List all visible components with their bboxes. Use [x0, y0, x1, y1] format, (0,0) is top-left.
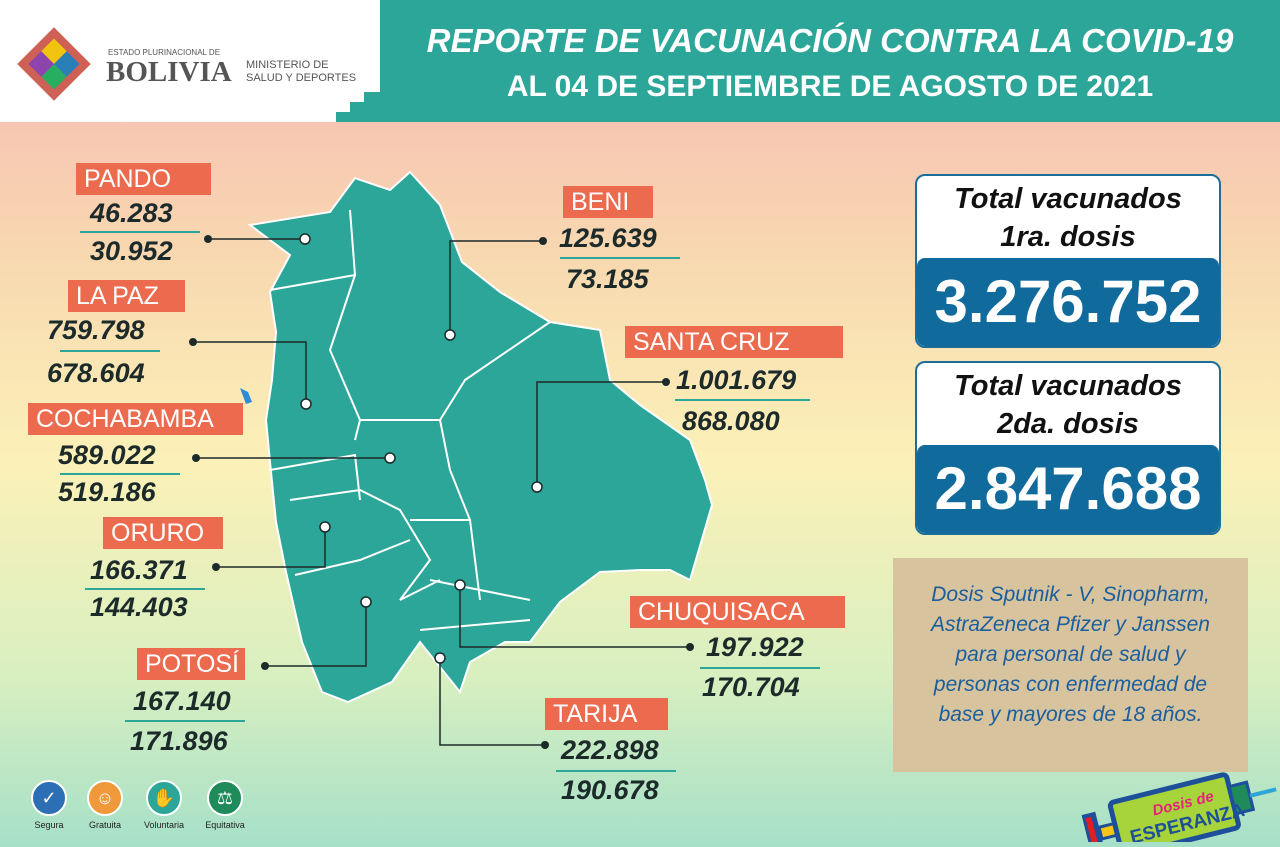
bolivia-emblem-logo: [17, 27, 91, 101]
total-first-sublabel: 1ra. dosis: [1000, 221, 1136, 253]
badge-label: Equitativa: [205, 820, 245, 830]
dept-label-oruro: ORURO: [103, 517, 223, 549]
total-second-value: 2.847.688: [917, 445, 1219, 533]
chuquisaca-dose2: 170.704: [702, 672, 800, 702]
la-paz-dose2: 678.604: [47, 358, 145, 388]
cochabamba-dose2: 519.186: [58, 477, 156, 507]
la-paz-dose1: 759.798: [47, 315, 145, 345]
divider: [60, 473, 180, 475]
divider: [675, 399, 810, 401]
total-first-value: 3.276.752: [917, 258, 1219, 346]
note-line: para personal de salud y: [955, 643, 1186, 666]
department-markers: [299, 233, 543, 664]
leader-endpoints: [189, 235, 694, 749]
ministry-line1: MINISTERIO DE: [246, 59, 329, 71]
dept-label-tarija: TARIJA: [545, 698, 668, 730]
potosi-dose2: 171.896: [130, 726, 228, 756]
dept-label-cochabamba: COCHABAMBA: [28, 403, 243, 435]
header-band: [380, 0, 1280, 122]
santa-cruz-dose1: 1.001.679: [676, 365, 797, 395]
badge-label: Voluntaria: [143, 820, 185, 830]
department-borders: [269, 209, 551, 631]
divider: [556, 770, 676, 772]
oruro-dose1: 166.371: [90, 555, 188, 585]
total-second-dose-card: Total vacunados 2da. dosis 2.847.688: [915, 361, 1221, 535]
total-first-label: Total vacunados: [954, 183, 1182, 215]
cochabamba-dose1: 589.022: [58, 440, 156, 470]
vaccine-note: Dosis Sputnik - V, Sinopharm, AstraZenec…: [893, 558, 1248, 772]
logo-small-text: ESTADO PLURINACIONAL DE: [108, 48, 221, 57]
beni-dose1: 125.639: [559, 223, 657, 253]
dept-label-santa-cruz: SANTA CRUZ: [625, 326, 843, 358]
lake-titicaca: [240, 388, 252, 404]
tarija-dose2: 190.678: [561, 775, 659, 805]
dept-label-la-paz: LA PAZ: [68, 280, 185, 312]
page-title: REPORTE DE VACUNACIÓN CONTRA LA COVID-19: [426, 22, 1234, 59]
divider: [700, 667, 820, 669]
ministry-name: MINISTERIO DE SALUD Y DEPORTES: [246, 59, 356, 85]
dept-label-beni: BENI: [563, 186, 653, 218]
santa-cruz-dose2: 868.080: [682, 406, 780, 436]
smiley-icon: ☺: [87, 780, 123, 816]
header-steps: [336, 84, 386, 122]
note-line: base y mayores de 18 años.: [938, 703, 1203, 726]
badge-label: Gratuita: [88, 820, 121, 830]
tarija-dose1: 222.898: [561, 735, 659, 765]
pando-dose2: 30.952: [90, 236, 173, 266]
potosi-dose1: 167.140: [133, 686, 231, 716]
badge-label: Segura: [34, 820, 64, 830]
divider: [125, 720, 245, 722]
ministry-line2: SALUD Y DEPORTES: [246, 72, 357, 84]
dept-label-chuquisaca: CHUQUISACA: [630, 596, 845, 628]
total-first-dose-card: Total vacunados 1ra. dosis 3.276.752: [915, 174, 1221, 348]
divider: [80, 231, 200, 233]
scales-icon: ⚖: [207, 780, 243, 816]
bolivia-outline: [247, 170, 714, 704]
page-subtitle: AL 04 DE SEPTIEMBRE DE AGOSTO DE 2021: [506, 70, 1154, 103]
chuquisaca-dose1: 197.922: [706, 632, 804, 662]
divider: [85, 588, 205, 590]
beni-dose2: 73.185: [566, 264, 649, 294]
raised-hand-icon: ✋: [146, 780, 182, 816]
total-second-sublabel: 2da. dosis: [997, 408, 1139, 440]
note-line: personas con enfermedad de: [933, 673, 1208, 696]
logo-big-text: BOLIVIA: [106, 56, 232, 88]
oruro-dose2: 144.403: [90, 592, 188, 622]
dosis-de-esperanza-syringe-logo: Dosis de ESPERANZA: [1081, 772, 1277, 842]
divider: [560, 257, 680, 259]
shield-check-icon: ✓: [31, 780, 67, 816]
total-second-label: Total vacunados: [954, 370, 1182, 402]
leader-lines: [193, 238, 690, 746]
dept-label-pando: PANDO: [76, 163, 211, 195]
dept-label-potosi: POTOSÍ: [137, 648, 245, 680]
pando-dose1: 46.283: [90, 198, 173, 228]
divider: [60, 350, 160, 352]
note-line: AstraZeneca Pfizer y Janssen: [931, 613, 1210, 636]
note-line: Dosis Sputnik - V, Sinopharm,: [931, 583, 1210, 606]
